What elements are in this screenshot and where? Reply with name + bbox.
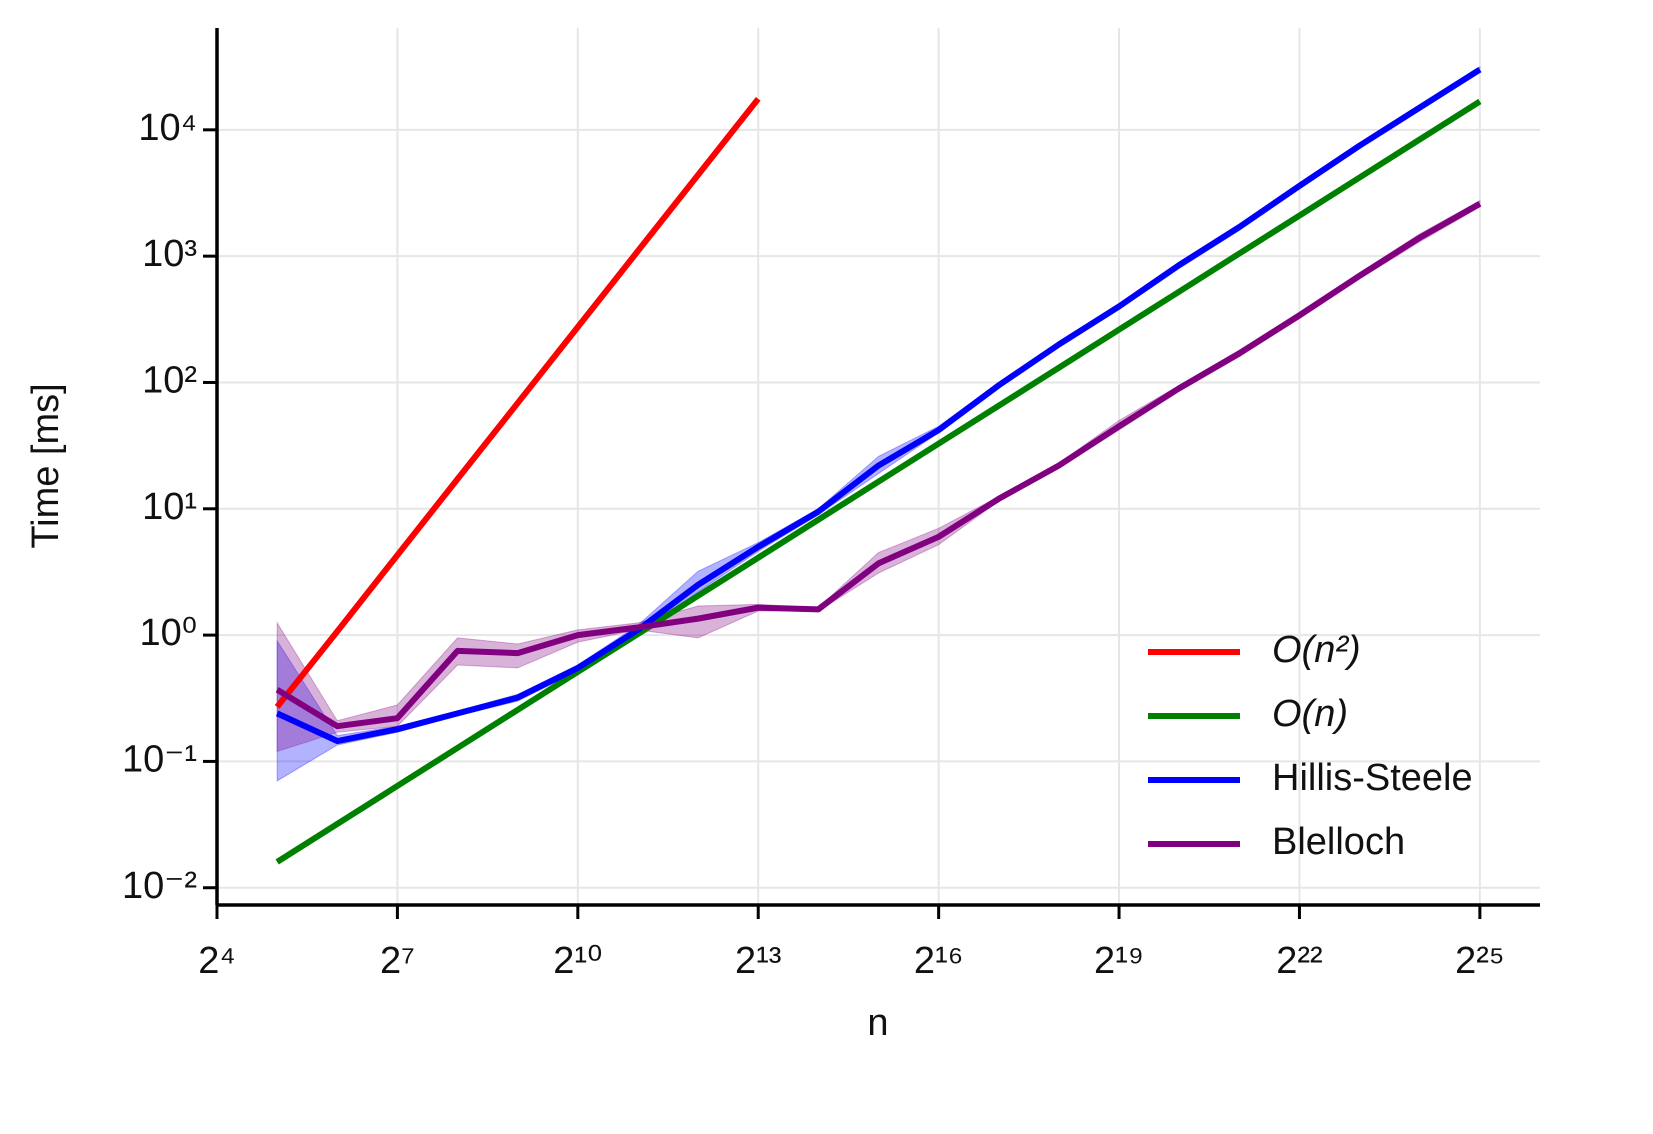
y-tick-label: 10³	[142, 233, 197, 275]
y-tick-label: 10⁻¹	[122, 738, 197, 780]
x-tick-label: 2²²	[1276, 940, 1322, 982]
x-tick-label: 2¹³	[735, 940, 781, 982]
y-axis-label: Time [ms]	[25, 383, 67, 548]
x-tick-label: 2¹⁶	[914, 940, 963, 982]
error-band	[276, 199, 1481, 753]
x-tick-label: 2¹⁰	[553, 940, 602, 982]
line	[275, 67, 1482, 745]
x-tick-label: 2²⁵	[1455, 940, 1505, 982]
y-tick-label: 10⁴	[138, 107, 197, 149]
line	[275, 201, 1482, 730]
line	[274, 96, 761, 709]
y-tick-label: 10¹	[142, 486, 197, 528]
y-tick-label: 10⁰	[139, 612, 197, 654]
y-tick-label: 10²	[142, 359, 197, 401]
x-axis-label: n	[867, 1002, 888, 1044]
legend-label: O(n²)	[1272, 629, 1361, 671]
legend-label: Hillis-Steele	[1272, 757, 1473, 799]
legend-label: Blelloch	[1272, 821, 1405, 863]
x-tick-label: 2⁴	[198, 940, 235, 982]
legend-label: O(n)	[1272, 693, 1348, 735]
x-tick-label: 2⁷	[380, 940, 415, 982]
x-tick-label: 2¹⁹	[1094, 940, 1144, 982]
y-tick-label: 10⁻²	[122, 865, 197, 907]
line	[275, 98, 1482, 865]
